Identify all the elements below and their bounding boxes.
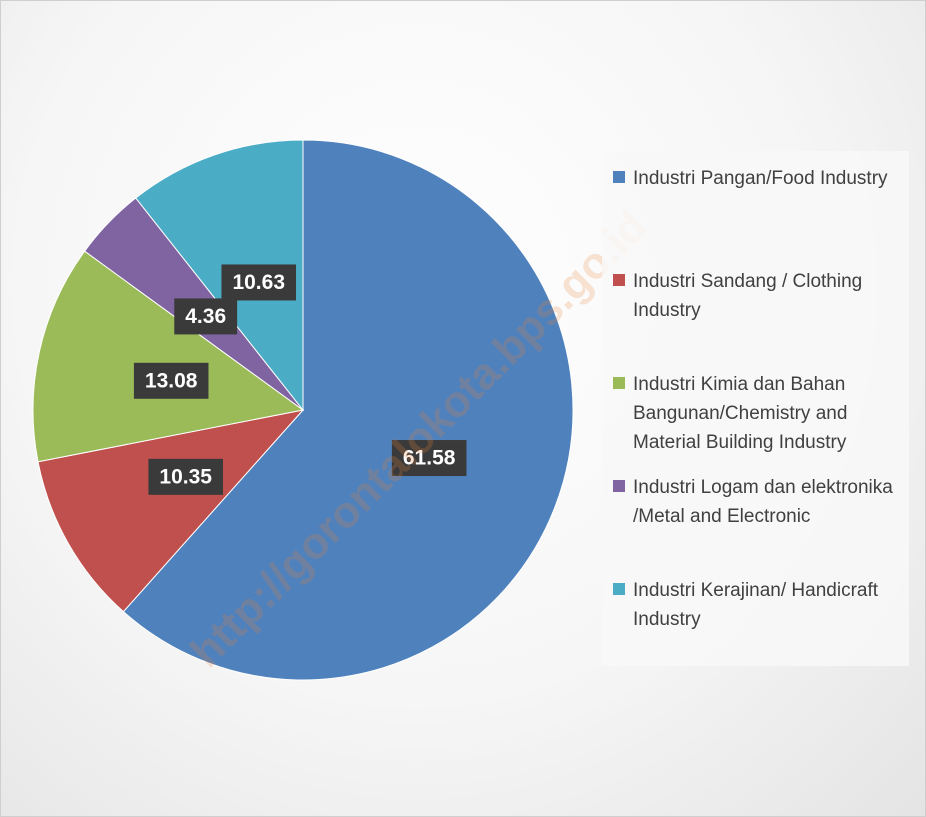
data-label-box [174, 298, 238, 335]
data-label-box [221, 264, 297, 301]
data-label-text: 10.63 [232, 271, 285, 294]
data-label-text: 4.36 [185, 305, 226, 328]
legend: Industri Pangan/Food Industry Industri Sa… [602, 151, 909, 666]
legend-swatch [613, 480, 625, 492]
legend-swatch [613, 377, 625, 389]
data-label: 10.35 [148, 458, 223, 495]
pie-slice [32, 250, 305, 463]
legend-label: Industri Logam dan elektronika /Metal an… [633, 477, 893, 527]
data-label: 10.63 [221, 264, 297, 301]
data-label-text: 13.08 [145, 369, 198, 392]
data-label: 61.58 [391, 440, 467, 477]
data-label-box [133, 362, 209, 399]
legend-swatch [613, 583, 625, 595]
data-label-box [148, 458, 223, 495]
data-label: 4.36 [174, 298, 238, 335]
legend-label: Industri Pangan/Food Industry [633, 168, 888, 189]
data-label-box [391, 440, 467, 477]
data-label: 13.08 [133, 362, 209, 399]
pie-slice [122, 139, 574, 681]
legend-label: Industri Kerajinan/ Handicraft Industry [633, 580, 879, 630]
pie-slice [135, 139, 304, 412]
legend-swatch [613, 274, 625, 286]
data-label-text: 10.35 [159, 465, 212, 488]
pie-slice [37, 409, 305, 613]
legend-label: Industri Sandang / Clothing Industry [633, 271, 863, 321]
legend-label: Industri Kimia dan Bahan Bangunan/Chemis… [633, 374, 848, 453]
data-label-text: 61.58 [403, 447, 456, 470]
legend-swatch [613, 171, 625, 183]
